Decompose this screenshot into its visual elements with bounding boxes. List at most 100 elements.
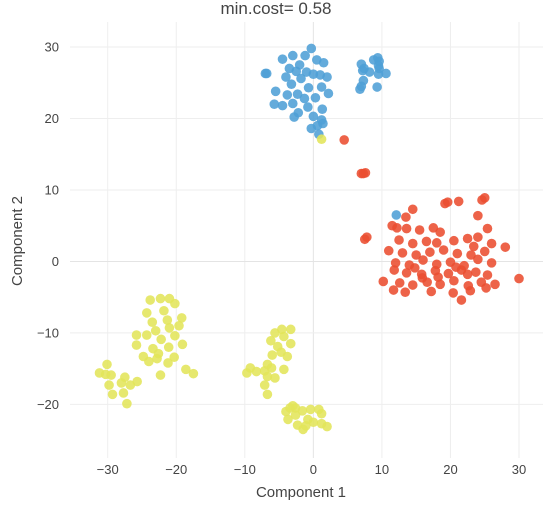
data-point — [473, 232, 483, 242]
data-point — [394, 278, 405, 288]
data-point — [401, 268, 412, 278]
data-point — [147, 317, 158, 327]
data-point — [261, 68, 272, 79]
data-point — [465, 285, 476, 296]
data-point — [125, 380, 136, 390]
data-point — [479, 246, 490, 257]
data-point — [266, 363, 277, 373]
data-point — [433, 272, 443, 282]
y-tick-label: −10 — [37, 325, 59, 340]
x-axis-label: Component 1 — [256, 484, 346, 500]
data-point — [174, 320, 184, 331]
data-point — [141, 308, 152, 318]
x-tick-label: −30 — [97, 462, 119, 477]
data-point — [251, 366, 262, 377]
data-point — [282, 90, 293, 100]
data-point — [317, 104, 328, 114]
data-point — [453, 196, 464, 207]
data-point — [169, 352, 179, 363]
data-point — [473, 254, 483, 265]
y-tick-label: 0 — [52, 254, 59, 269]
data-point — [392, 223, 402, 233]
data-point — [303, 82, 314, 93]
data-point — [397, 248, 408, 258]
data-point — [131, 330, 142, 340]
data-point — [306, 43, 317, 54]
data-point — [170, 330, 180, 341]
data-point — [291, 66, 302, 77]
data-point — [279, 331, 289, 342]
data-point — [316, 134, 327, 145]
data-point — [155, 370, 166, 380]
data-point — [141, 330, 152, 340]
data-point — [267, 350, 278, 360]
data-point — [290, 410, 301, 420]
data-point — [116, 378, 127, 388]
data-point — [118, 388, 129, 398]
data-point — [456, 295, 467, 305]
data-point — [303, 102, 313, 112]
data-point — [417, 273, 428, 283]
data-point — [473, 210, 483, 221]
data-point — [443, 268, 454, 279]
data-point — [144, 356, 154, 367]
data-point — [297, 406, 308, 416]
data-point — [299, 93, 310, 104]
data-point — [514, 273, 524, 284]
data-point — [407, 204, 418, 215]
data-point — [449, 275, 459, 286]
data-point — [270, 86, 281, 97]
data-point — [177, 339, 188, 350]
chart-title: min.cost= 0.58 — [220, 0, 331, 18]
data-point — [391, 210, 402, 220]
data-point — [262, 371, 273, 382]
data-point — [414, 225, 425, 235]
data-point — [181, 364, 191, 375]
data-point — [163, 342, 174, 353]
data-point — [170, 298, 180, 309]
data-point — [438, 245, 449, 255]
data-point — [270, 373, 280, 383]
data-point — [462, 233, 473, 244]
data-point — [373, 60, 384, 71]
data-point — [435, 227, 445, 237]
data-point — [359, 234, 370, 245]
data-point — [418, 255, 428, 265]
data-point — [401, 223, 412, 234]
data-point — [176, 313, 187, 323]
data-point — [394, 235, 404, 245]
data-point — [389, 265, 400, 275]
data-point — [466, 250, 476, 260]
data-point — [145, 295, 156, 305]
data-point — [285, 324, 296, 335]
data-point — [372, 82, 382, 92]
data-point — [448, 288, 458, 298]
data-point — [428, 223, 439, 233]
data-point — [164, 323, 175, 333]
x-axis-ticks: −30 −20 −10 0 10 20 30 — [97, 462, 527, 477]
data-point — [407, 280, 418, 290]
data-point — [296, 73, 306, 84]
data-point — [410, 263, 420, 273]
data-point — [289, 112, 299, 122]
y-tick-label: 20 — [45, 111, 59, 126]
data-point — [490, 279, 500, 290]
data-point — [452, 248, 463, 259]
data-point — [355, 84, 365, 94]
data-point — [486, 258, 497, 268]
data-point — [407, 238, 418, 249]
x-tick-label: 30 — [512, 462, 526, 477]
data-point — [262, 389, 273, 400]
data-point — [378, 276, 389, 287]
x-tick-label: 20 — [443, 462, 457, 477]
data-point — [305, 404, 316, 415]
data-point — [308, 111, 319, 122]
data-point — [318, 57, 329, 68]
data-point — [381, 68, 391, 79]
data-point — [400, 287, 411, 297]
data-point — [279, 364, 289, 375]
data-point — [152, 353, 162, 364]
data-point — [360, 168, 371, 178]
